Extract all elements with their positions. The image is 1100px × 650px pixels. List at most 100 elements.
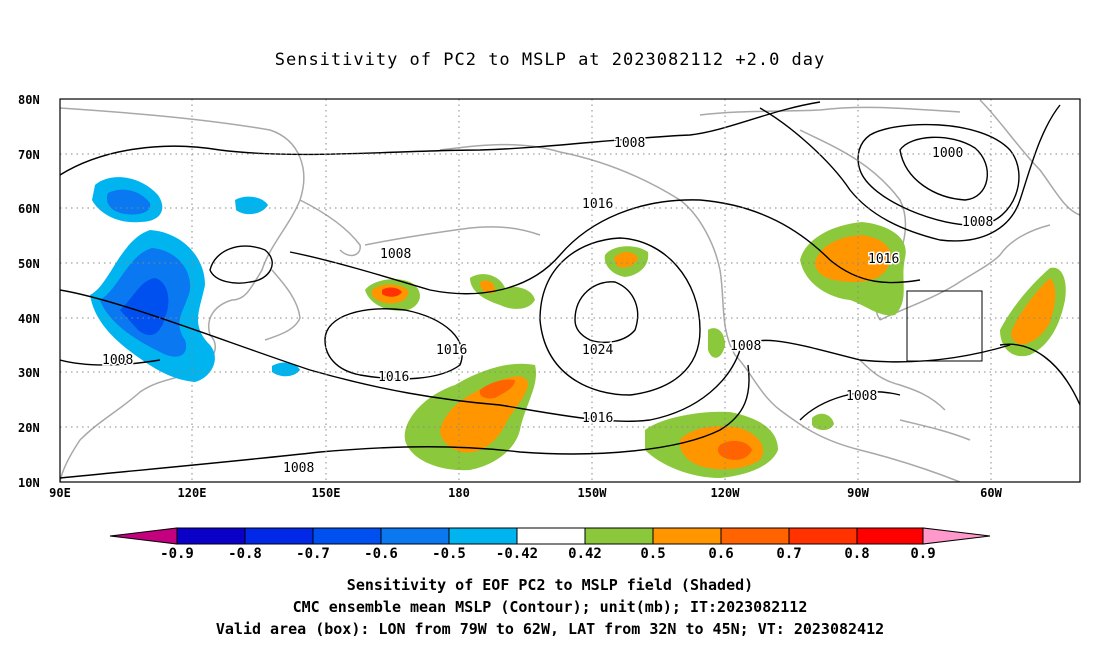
colorbar-label: -0.5 [432,546,466,562]
colorbar-label: -0.7 [296,546,330,562]
lat-label: 10N [18,476,40,490]
coastline-japan [264,269,301,341]
caption-contour: CMC ensemble mean MSLP (Contour); unit(m… [292,598,808,616]
lon-label: 90W [847,486,869,500]
colorbar-label: -0.8 [228,546,262,562]
colorbar-label: 0.7 [776,546,801,562]
contour-1024-high [574,281,639,343]
lon-label: 150W [578,486,608,500]
colorbar [109,527,991,545]
contour-label: 1016 [582,197,613,212]
lon-label: 180 [448,486,470,500]
contour-label: 1024 [582,343,613,358]
map-area [60,99,1080,482]
contour-1016-atl [999,343,1080,406]
colorbar-swatch [312,527,382,545]
lon-label: 150E [312,486,341,500]
shade-pos-nw-pacific-r [382,287,402,297]
colorbar-label: -0.9 [160,546,194,562]
coastlines [60,99,1080,482]
shade-pos-npac-o [614,252,638,268]
caption-shading: Sensitivity of EOF PC2 to MSLP field (Sh… [346,576,754,594]
lat-label: 70N [18,148,40,162]
contour-label: 1008 [102,353,133,368]
coastline-asia [60,107,305,482]
colorbar-swatch [856,527,924,545]
contour-1016-arctic [759,104,1061,242]
plot-title: Sensitivity of PC2 to MSLP at 2023082112… [274,50,826,70]
contour-1008-south [60,364,750,479]
contour-labels: 1008 1000 1008 1016 1008 1016 1016 1024 … [101,135,995,478]
coastline-arctic-islands [699,106,961,116]
colorbar-swatch [720,527,790,545]
caption-block: Sensitivity of EOF PC2 to MSLP field (Sh… [0,574,1100,640]
contour-1008-asia [60,359,161,366]
shade-pos-dateline [470,274,535,309]
shade-neg-small-2 [272,362,300,377]
colorbar-swatch [584,527,654,545]
shade-pos-mexico [708,328,725,358]
colorbar-swatch [244,527,314,545]
shading-negative [90,177,300,382]
contour-1008-north [60,101,821,176]
coastline-greenland [979,99,1080,216]
lon-label: 90E [49,486,71,500]
contour-1008-mexico [799,391,901,421]
contour-label: 1008 [962,215,993,230]
shade-neg-siberia-core [106,189,151,215]
shade-pos-central-o [440,376,528,453]
colorbar-label: 0.5 [640,546,665,562]
coastline-aleutians [364,226,541,246]
colorbar-right-triangle [922,527,991,545]
contour-label: 1016 [582,411,613,426]
colorbar-swatch [788,527,858,545]
colorbar-swatch [176,527,246,545]
contour-label: 1008 [730,339,761,354]
contour-1016-pacific-oval [324,308,463,380]
map-frame [59,98,1081,483]
lat-label: 50N [18,257,40,271]
lat-label: 30N [18,366,40,380]
shade-pos-canada-o [815,235,892,282]
contour-label: 1000 [932,146,963,161]
lon-label: 120E [178,486,207,500]
contour-label: 1008 [614,136,645,151]
shade-pos-dateline-o [480,280,496,294]
contour-1008-low [857,123,1020,226]
contour-1008-lowdip [209,245,273,284]
contour-1016-sub [60,289,1011,422]
valid-area-box [906,290,983,362]
contour-label: 1008 [846,389,877,404]
contour-1016-high [539,237,701,396]
contour-label: 1016 [378,370,409,385]
coastline-na-east [879,224,1051,321]
gridlines [60,99,1080,482]
colorbar-label: 0.8 [844,546,869,562]
shade-pos-eastern-r [717,440,752,460]
shade-neg-china-core [120,278,169,336]
coastline-na-west [719,269,961,482]
contour-1000-low [899,136,989,201]
colorbar-label: 0.42 [568,546,602,562]
lat-labels: 80N 70N 60N 50N 40N 30N 20N 10N [18,93,40,490]
colorbar-swatch [448,527,518,545]
contour-label: 1008 [380,247,411,262]
caption-valid-area: Valid area (box): LON from 79W to 62W, L… [215,620,885,638]
coastline-florida-gulf [859,359,946,411]
coastline-caribbean [899,419,971,441]
lat-label: 40N [18,312,40,326]
colorbar-label: 0.9 [910,546,935,562]
lat-label: 80N [18,93,40,107]
lon-labels: 90E 120E 150E 180 150W 120W 90W 60W [49,486,1002,500]
coastline-alaska [439,143,721,271]
colorbar-label: -0.6 [364,546,398,562]
contour-label: 1016 [436,343,467,358]
colorbar-label: -0.42 [496,546,538,562]
coastline-kamchatka [299,199,361,257]
colorbar-swatch [380,527,450,545]
colorbar-left-triangle [109,527,178,545]
colorbar-label: 0.6 [708,546,733,562]
shade-pos-atlantic-o [1011,278,1056,345]
colorbar-labels: -0.9 -0.8 -0.7 -0.6 -0.5 -0.42 0.42 0.5 … [160,546,936,562]
